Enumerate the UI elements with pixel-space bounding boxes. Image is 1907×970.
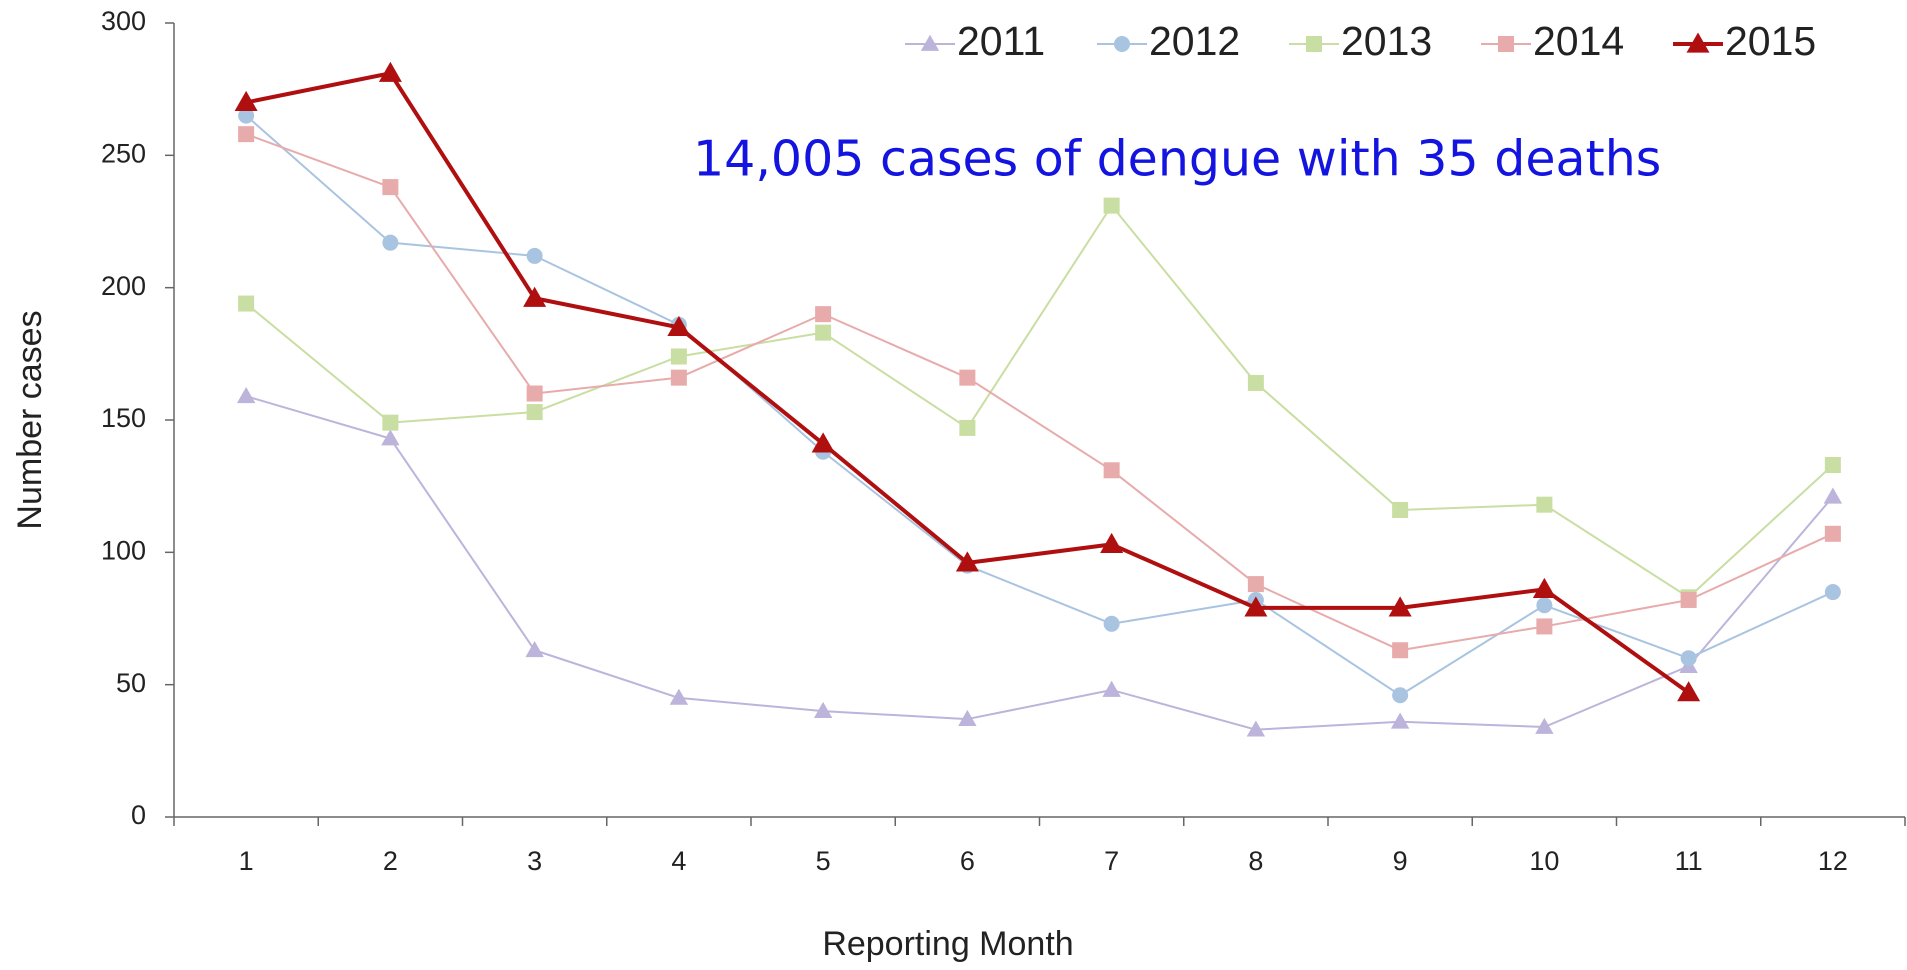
marker — [811, 432, 835, 453]
marker — [670, 348, 687, 365]
x-tick-label: 7 — [1104, 846, 1119, 876]
series-line — [245, 204, 1834, 599]
marker — [1686, 32, 1710, 53]
marker — [1824, 456, 1841, 473]
marker — [1306, 36, 1322, 52]
marker — [959, 369, 976, 386]
y-tick-label: 150 — [101, 403, 146, 433]
legend-label: 2014 — [1533, 18, 1624, 64]
y-axis-title: Number cases — [11, 310, 49, 529]
marker — [920, 34, 940, 51]
x-tick-label: 12 — [1818, 846, 1848, 876]
x-tick-label: 9 — [1393, 846, 1408, 876]
marker — [238, 295, 255, 312]
marker — [238, 107, 255, 124]
marker — [1103, 615, 1120, 632]
marker — [1680, 591, 1697, 608]
marker — [1536, 618, 1553, 635]
marker — [1103, 197, 1120, 214]
y-tick-label: 100 — [101, 535, 146, 565]
y-tick-label: 250 — [101, 138, 146, 168]
x-tick-label: 2 — [383, 846, 398, 876]
marker — [1392, 501, 1409, 518]
marker — [234, 90, 258, 112]
marker — [1824, 525, 1841, 542]
annotation: 14,005 cases of dengue with 35 deaths — [693, 131, 1661, 188]
marker — [382, 414, 399, 431]
marker — [236, 386, 256, 404]
x-tick-label: 6 — [960, 846, 975, 876]
x-tick-label: 3 — [527, 846, 542, 876]
x-tick-label: 10 — [1529, 846, 1559, 876]
marker — [670, 369, 687, 386]
marker — [1246, 720, 1266, 737]
series-line — [245, 395, 1834, 731]
x-tick-label: 1 — [239, 846, 254, 876]
x-tick-label: 11 — [1675, 846, 1703, 876]
marker — [815, 324, 832, 341]
marker — [1247, 374, 1264, 391]
x-tick-label: 5 — [816, 846, 831, 876]
marker — [1392, 642, 1409, 659]
marker — [1535, 717, 1554, 734]
legend-label: 2015 — [1725, 18, 1816, 64]
y-tick-label: 300 — [101, 6, 146, 36]
marker — [382, 179, 399, 196]
marker — [1392, 687, 1409, 704]
x-axis-title: Reporting Month — [822, 925, 1073, 963]
marker — [1114, 36, 1130, 52]
marker — [526, 247, 543, 264]
marker — [526, 404, 543, 421]
marker — [815, 306, 832, 323]
marker — [1536, 496, 1553, 513]
marker — [1536, 597, 1553, 614]
marker — [382, 234, 399, 251]
marker — [525, 641, 544, 658]
series-line — [245, 114, 1834, 697]
series-line — [245, 133, 1834, 652]
marker — [1102, 680, 1121, 697]
x-tick-label: 4 — [671, 846, 686, 876]
marker — [958, 709, 977, 726]
marker — [669, 688, 689, 705]
marker — [1103, 462, 1120, 479]
legend-label: 2011 — [957, 18, 1045, 64]
marker — [1532, 577, 1556, 599]
marker — [1680, 650, 1697, 667]
x-tick-label: 8 — [1248, 846, 1263, 876]
marker — [1100, 532, 1124, 554]
y-tick-label: 200 — [101, 271, 146, 301]
legend-label: 2012 — [1149, 18, 1240, 64]
marker — [1388, 596, 1412, 617]
y-tick-label: 0 — [131, 800, 146, 830]
marker — [813, 701, 833, 719]
marker — [238, 126, 255, 143]
marker — [523, 286, 547, 307]
marker — [959, 419, 976, 436]
marker — [1247, 576, 1264, 593]
marker — [955, 551, 979, 572]
marker — [526, 385, 543, 402]
marker — [1244, 596, 1268, 617]
marker — [381, 429, 400, 446]
marker — [378, 61, 402, 82]
legend-label: 2013 — [1341, 18, 1432, 64]
marker — [1390, 712, 1410, 729]
marker — [1677, 681, 1701, 702]
y-tick-label: 50 — [116, 668, 146, 698]
marker — [1823, 487, 1843, 504]
marker — [1824, 584, 1841, 601]
marker — [667, 315, 691, 336]
marker — [1498, 36, 1514, 52]
